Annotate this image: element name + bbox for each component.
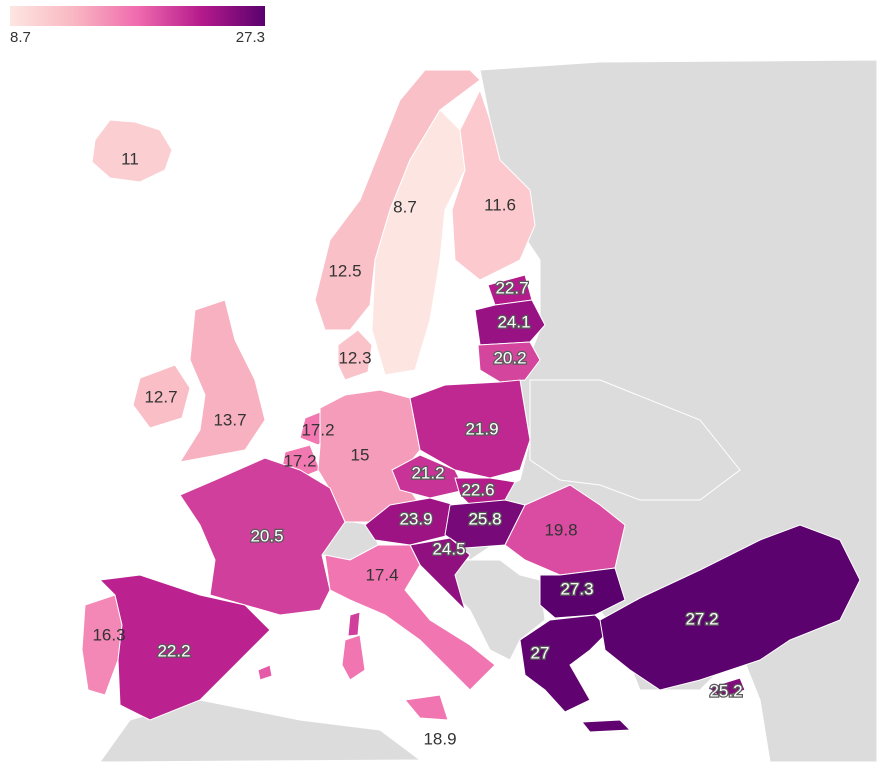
label-iceland: 11 [121,149,139,168]
country-norway[interactable] [314,69,481,331]
countries-layer [81,69,861,733]
label-estonia: 22.7 [495,278,528,297]
label-denmark: 12.3 [338,348,371,367]
country-romania[interactable] [504,484,626,576]
label-austria: 23.9 [399,509,432,528]
label-cyprus: 25.2 [709,681,742,700]
country-bulgaria[interactable] [539,567,626,619]
label-netherlands: 17.2 [301,420,334,439]
label-slovakia: 22.6 [461,480,494,499]
label-malta: 18.9 [423,729,456,748]
label-france: 20.5 [250,526,283,545]
label-turkey: 27.2 [685,609,718,628]
balkans-land [429,559,546,661]
label-latvia: 24.1 [497,312,530,331]
label-portugal: 16.3 [92,625,125,644]
country-iceland[interactable] [91,119,173,183]
label-italy: 17.4 [365,565,398,584]
legend-min-label: 8.7 [10,29,31,46]
country-croatia[interactable] [409,537,471,612]
country-greece[interactable] [519,614,611,713]
country-malta-placeholder[interactable] [257,664,273,681]
label-hungary: 25.8 [468,509,501,528]
country-corsica[interactable] [347,611,361,637]
country-sweden[interactable] [371,109,466,376]
label-united-kingdom: 13.7 [213,410,246,429]
country-poland[interactable] [409,379,531,479]
color-legend: 8.7 27.3 [10,6,265,46]
country-cyprus[interactable] [706,677,746,699]
legend-max-label: 27.3 [235,29,265,46]
label-greece: 27 [531,643,550,662]
label-romania: 19.8 [544,520,577,539]
label-lithuania: 20.2 [493,348,526,367]
country-finland[interactable] [451,88,536,281]
legend-gradient-bar [10,6,265,26]
country-italy[interactable] [324,544,496,691]
label-norway: 12.5 [328,261,361,280]
label-spain: 22.2 [157,641,190,660]
country-turkey[interactable] [599,524,861,691]
label-germany: 15 [351,445,370,464]
north-africa-land [99,699,422,762]
label-sweden: 8.7 [393,197,417,216]
country-italy-sardinia[interactable] [341,634,366,681]
country-ireland[interactable] [132,364,191,429]
country-united-kingdom[interactable] [178,299,266,463]
country-denmark[interactable] [337,329,373,381]
label-belgium: 17.2 [283,451,316,470]
label-bulgaria: 27.3 [560,579,593,598]
label-finland: 11.6 [484,195,516,214]
label-croatia: 24.5 [432,539,465,558]
country-lithuania[interactable] [477,341,541,383]
country-greece-crete[interactable] [581,719,632,733]
country-spain[interactable] [98,574,271,721]
country-italy-sicily[interactable] [404,694,449,721]
country-portugal[interactable] [81,594,123,696]
belarus-ukraine-land [529,379,741,501]
label-czechia: 21.2 [411,463,444,482]
label-poland: 21.9 [465,419,498,438]
label-ireland: 12.7 [144,387,177,406]
value-labels: 11 8.7 11.6 12.5 22.7 24.1 20.2 12.3 12.… [92,149,743,748]
